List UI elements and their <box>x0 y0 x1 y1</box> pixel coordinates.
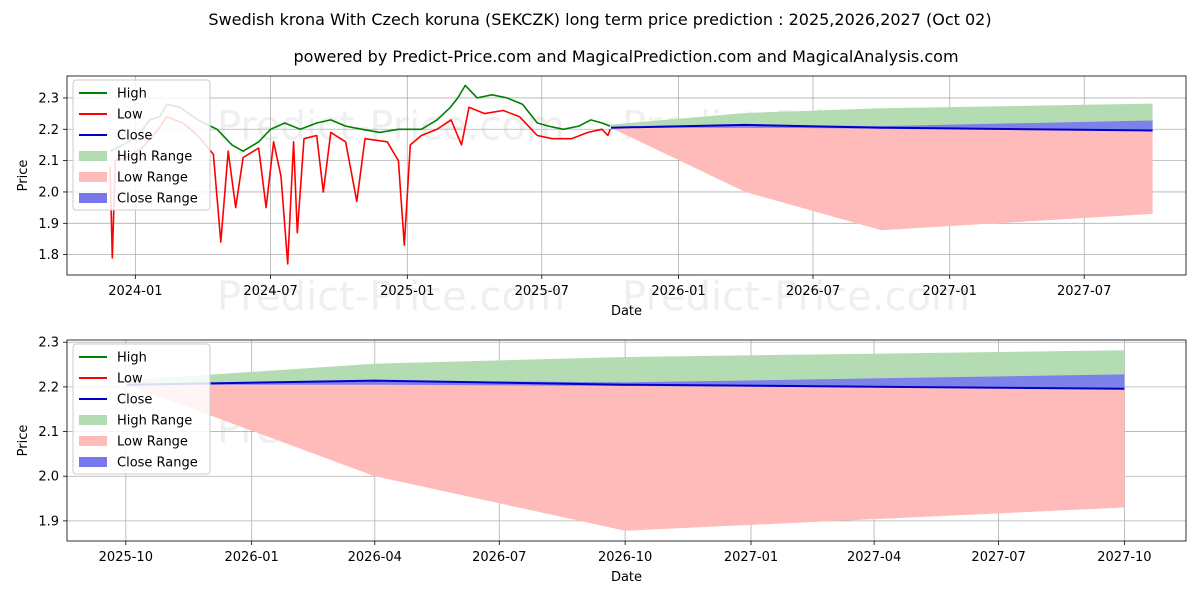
legend-box <box>72 343 211 475</box>
legend-swatch-low-range <box>79 172 107 182</box>
bottom-panel: Predict-Price.comPredict-Price.com2025-1… <box>16 336 1187 585</box>
low-range-band <box>127 380 1125 531</box>
x-tick-label: 2024-01 <box>108 284 162 299</box>
x-tick-label: 2024-07 <box>243 284 297 299</box>
x-tick-label: 2026-07 <box>786 284 840 299</box>
x-tick-label: 2026-04 <box>348 550 402 565</box>
watermark: Predict-Price.com <box>217 274 565 320</box>
legend-label: Low Range <box>117 171 188 186</box>
x-tick-label: 2026-07 <box>472 550 526 565</box>
legend-swatch-close-range <box>79 457 107 467</box>
x-tick-label: 2025-10 <box>99 550 153 565</box>
x-tick-label: 2027-04 <box>847 550 901 565</box>
chart-subtitle: powered by Predict-Price.com and Magical… <box>293 47 958 66</box>
x-axis-label: Date <box>611 304 642 319</box>
x-tick-label: 2025-01 <box>380 284 434 299</box>
y-axis-label: Price <box>16 160 31 192</box>
y-tick-label: 2.0 <box>38 185 59 200</box>
y-tick-label: 2.3 <box>38 91 59 106</box>
legend-swatch-high-range <box>79 415 107 425</box>
y-tick-label: 2.3 <box>38 336 59 351</box>
y-tick-label: 2.2 <box>38 123 59 138</box>
legend-label: High Range <box>117 414 192 429</box>
x-tick-label: 2027-01 <box>724 550 778 565</box>
watermark: Predict-Price.com <box>622 274 970 320</box>
legend-label: Low Range <box>117 435 188 450</box>
y-axis-label: Price <box>16 425 31 457</box>
x-tick-label: 2026-01 <box>225 550 279 565</box>
legend-label: Close Range <box>117 192 198 207</box>
x-tick-label: 2026-01 <box>651 284 705 299</box>
legend-label: Close <box>117 393 152 408</box>
top-panel: Predict-Price.com Predict-Price.com Predic… <box>16 75 1187 320</box>
x-tick-label: 2027-07 <box>971 550 1025 565</box>
x-tick-label: 2027-07 <box>1057 284 1111 299</box>
axes-frame <box>66 339 1187 542</box>
y-tick-label: 2.1 <box>38 425 59 440</box>
x-tick-label: 2027-01 <box>923 284 977 299</box>
legend-box <box>72 79 211 211</box>
watermark: Predict-Price.com <box>217 104 565 150</box>
y-tick-label: 2.2 <box>38 380 59 395</box>
legend-label: High <box>117 87 147 102</box>
chart-title: Swedish krona With Czech koruna (SEKCZK)… <box>208 10 991 29</box>
x-tick-label: 2026-10 <box>598 550 652 565</box>
y-tick-label: 2.0 <box>38 470 59 485</box>
legend-swatch-low-range <box>79 436 107 446</box>
legend-label: Low <box>117 372 143 387</box>
y-tick-label: 1.8 <box>38 248 59 263</box>
legend-label: Low <box>117 108 143 123</box>
x-tick-label: 2027-10 <box>1097 550 1151 565</box>
close-range-band <box>610 120 1153 131</box>
x-axis-label: Date <box>611 570 642 585</box>
low-range-band <box>610 124 1153 231</box>
axes-frame <box>66 75 1187 276</box>
y-tick-label: 1.9 <box>38 217 59 232</box>
legend-label: Close Range <box>117 456 198 471</box>
y-tick-label: 2.1 <box>38 154 59 169</box>
close-forecast-line <box>610 123 1153 132</box>
legend-swatch-close-range <box>79 193 107 203</box>
legend-label: High <box>117 351 147 366</box>
x-tick-label: 2025-07 <box>515 284 569 299</box>
close-forecast-line <box>127 379 1125 390</box>
y-tick-label: 1.9 <box>38 514 59 529</box>
legend-label: High Range <box>117 150 192 165</box>
close-range-band <box>127 374 1125 389</box>
legend-swatch-high-range <box>79 151 107 161</box>
legend-label: Close <box>117 129 152 144</box>
